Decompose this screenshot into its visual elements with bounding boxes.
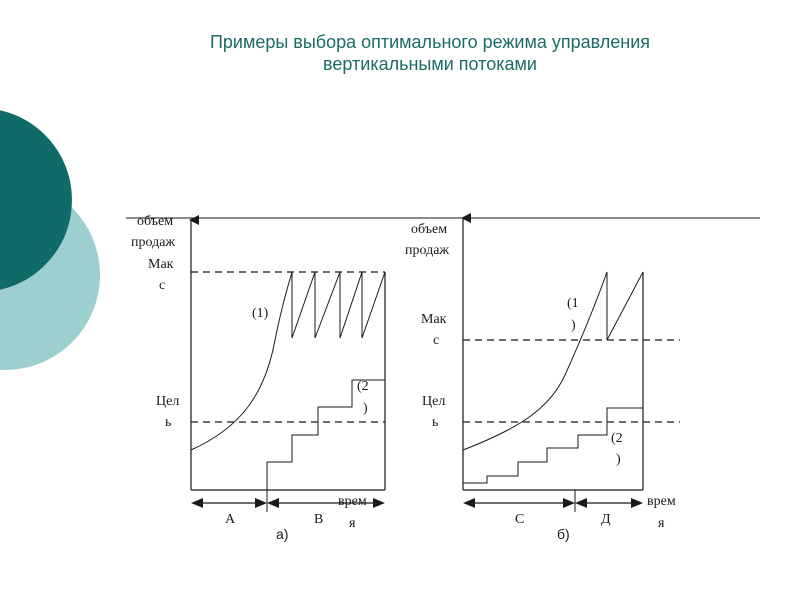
panel-b-curve-1-label-2: ) xyxy=(571,318,576,333)
panel-a-max-label-1: Мак xyxy=(148,257,174,272)
panel-a-target-label-2: ь xyxy=(165,415,171,430)
panel-a-y-label-2: продаж xyxy=(131,235,175,250)
panel-b-time-label-1: врем xyxy=(647,494,676,509)
panel-a-time-label-1: врем xyxy=(338,494,367,509)
panel-b-max-label-2: с xyxy=(433,333,439,348)
panel-b-caption: б) xyxy=(557,526,570,542)
panel-a-segment-b: В xyxy=(314,512,323,527)
panel-b-curve-2-label-1: (2 xyxy=(611,431,623,446)
panel-b-target-label-2: ь xyxy=(432,415,438,430)
panel-b-target-label-1: Цел xyxy=(422,394,445,409)
panel-b-segment-d: Д xyxy=(601,512,611,527)
panel-b-time-label-2: я xyxy=(658,516,665,531)
panel-b-curve-2-label-2: ) xyxy=(616,452,621,467)
panel-b-y-label-2: продаж xyxy=(405,243,449,258)
panel-b-segment-c: С xyxy=(515,512,524,527)
panel-b-curve-2 xyxy=(463,407,643,484)
dark-circle xyxy=(0,110,72,290)
panel-a-target-label-1: Цел xyxy=(156,394,179,409)
panel-a-curve-2-label-2: ) xyxy=(363,401,368,416)
panel-b-y-label-1: объем xyxy=(411,222,447,237)
panel-a-curve-2 xyxy=(266,379,385,490)
panel-a-y-label-1: объем xyxy=(137,214,173,229)
panel-a-curve-1-label: (1) xyxy=(252,306,269,321)
panel-a-max-label-2: с xyxy=(159,278,165,293)
slide-title: Примеры выбора оптимального режима управ… xyxy=(150,31,710,75)
panel-a-curve-2-label-1: (2 xyxy=(357,379,369,394)
panel-a: объем продаж Мак с Цел ь (1) (2 ) врем я… xyxy=(131,214,386,542)
panel-b-curve-1-label-1: (1 xyxy=(567,296,579,311)
panel-a-time-label-2: я xyxy=(349,516,356,531)
title-line-2: вертикальными потоками xyxy=(323,54,537,74)
panel-a-caption: а) xyxy=(276,526,288,542)
panel-b-curve-1 xyxy=(462,271,644,451)
panel-b-max-label-1: Мак xyxy=(421,312,447,327)
title-line-1: Примеры выбора оптимального режима управ… xyxy=(209,32,651,52)
panel-a-segment-a: А xyxy=(225,512,236,527)
panel-b: объем продаж Мак с Цел ь (1 ) (2 ) врем … xyxy=(405,213,680,542)
panel-a-curve-1 xyxy=(190,271,386,451)
